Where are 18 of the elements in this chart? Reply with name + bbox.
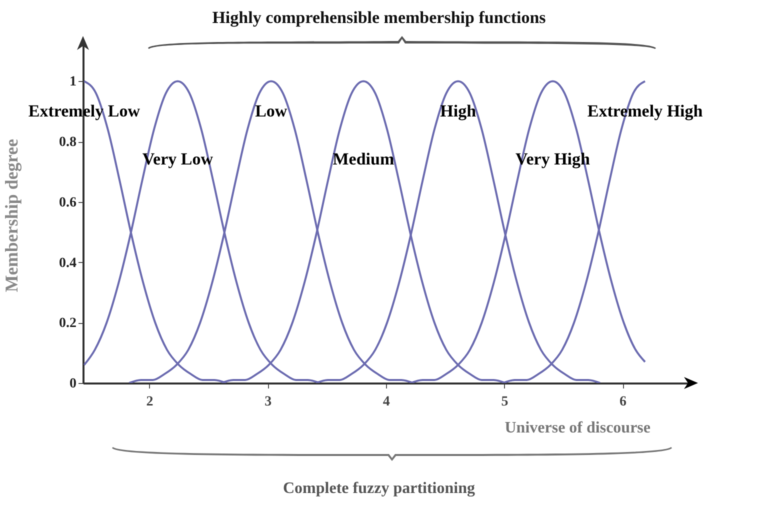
x-tick-label: 3: [264, 394, 272, 410]
x-tick-label: 2: [146, 394, 154, 410]
y-axis-title: Membership degree: [2, 138, 22, 292]
x-axis-title: Universe of discourse: [504, 420, 650, 436]
y-tick-label: 0.6: [59, 195, 76, 210]
series-label: High: [440, 101, 477, 120]
y-tick-label: 0.4: [59, 256, 76, 271]
y-tick-label: 0.2: [59, 316, 76, 332]
series-label: Medium: [332, 150, 394, 169]
series-label: Low: [255, 101, 288, 120]
x-tick-label: 5: [501, 394, 508, 410]
x-tick-label: 6: [620, 394, 627, 410]
y-tick-label: 0: [70, 376, 76, 392]
chart-title: Highly comprehensible membership functions: [211, 8, 547, 28]
x-tick-label: 4: [382, 394, 390, 410]
y-tick-label: 1: [70, 74, 76, 90]
y-tick-label: 0.8: [59, 135, 76, 150]
text: Complete fuzzy partitioning: [282, 480, 476, 498]
